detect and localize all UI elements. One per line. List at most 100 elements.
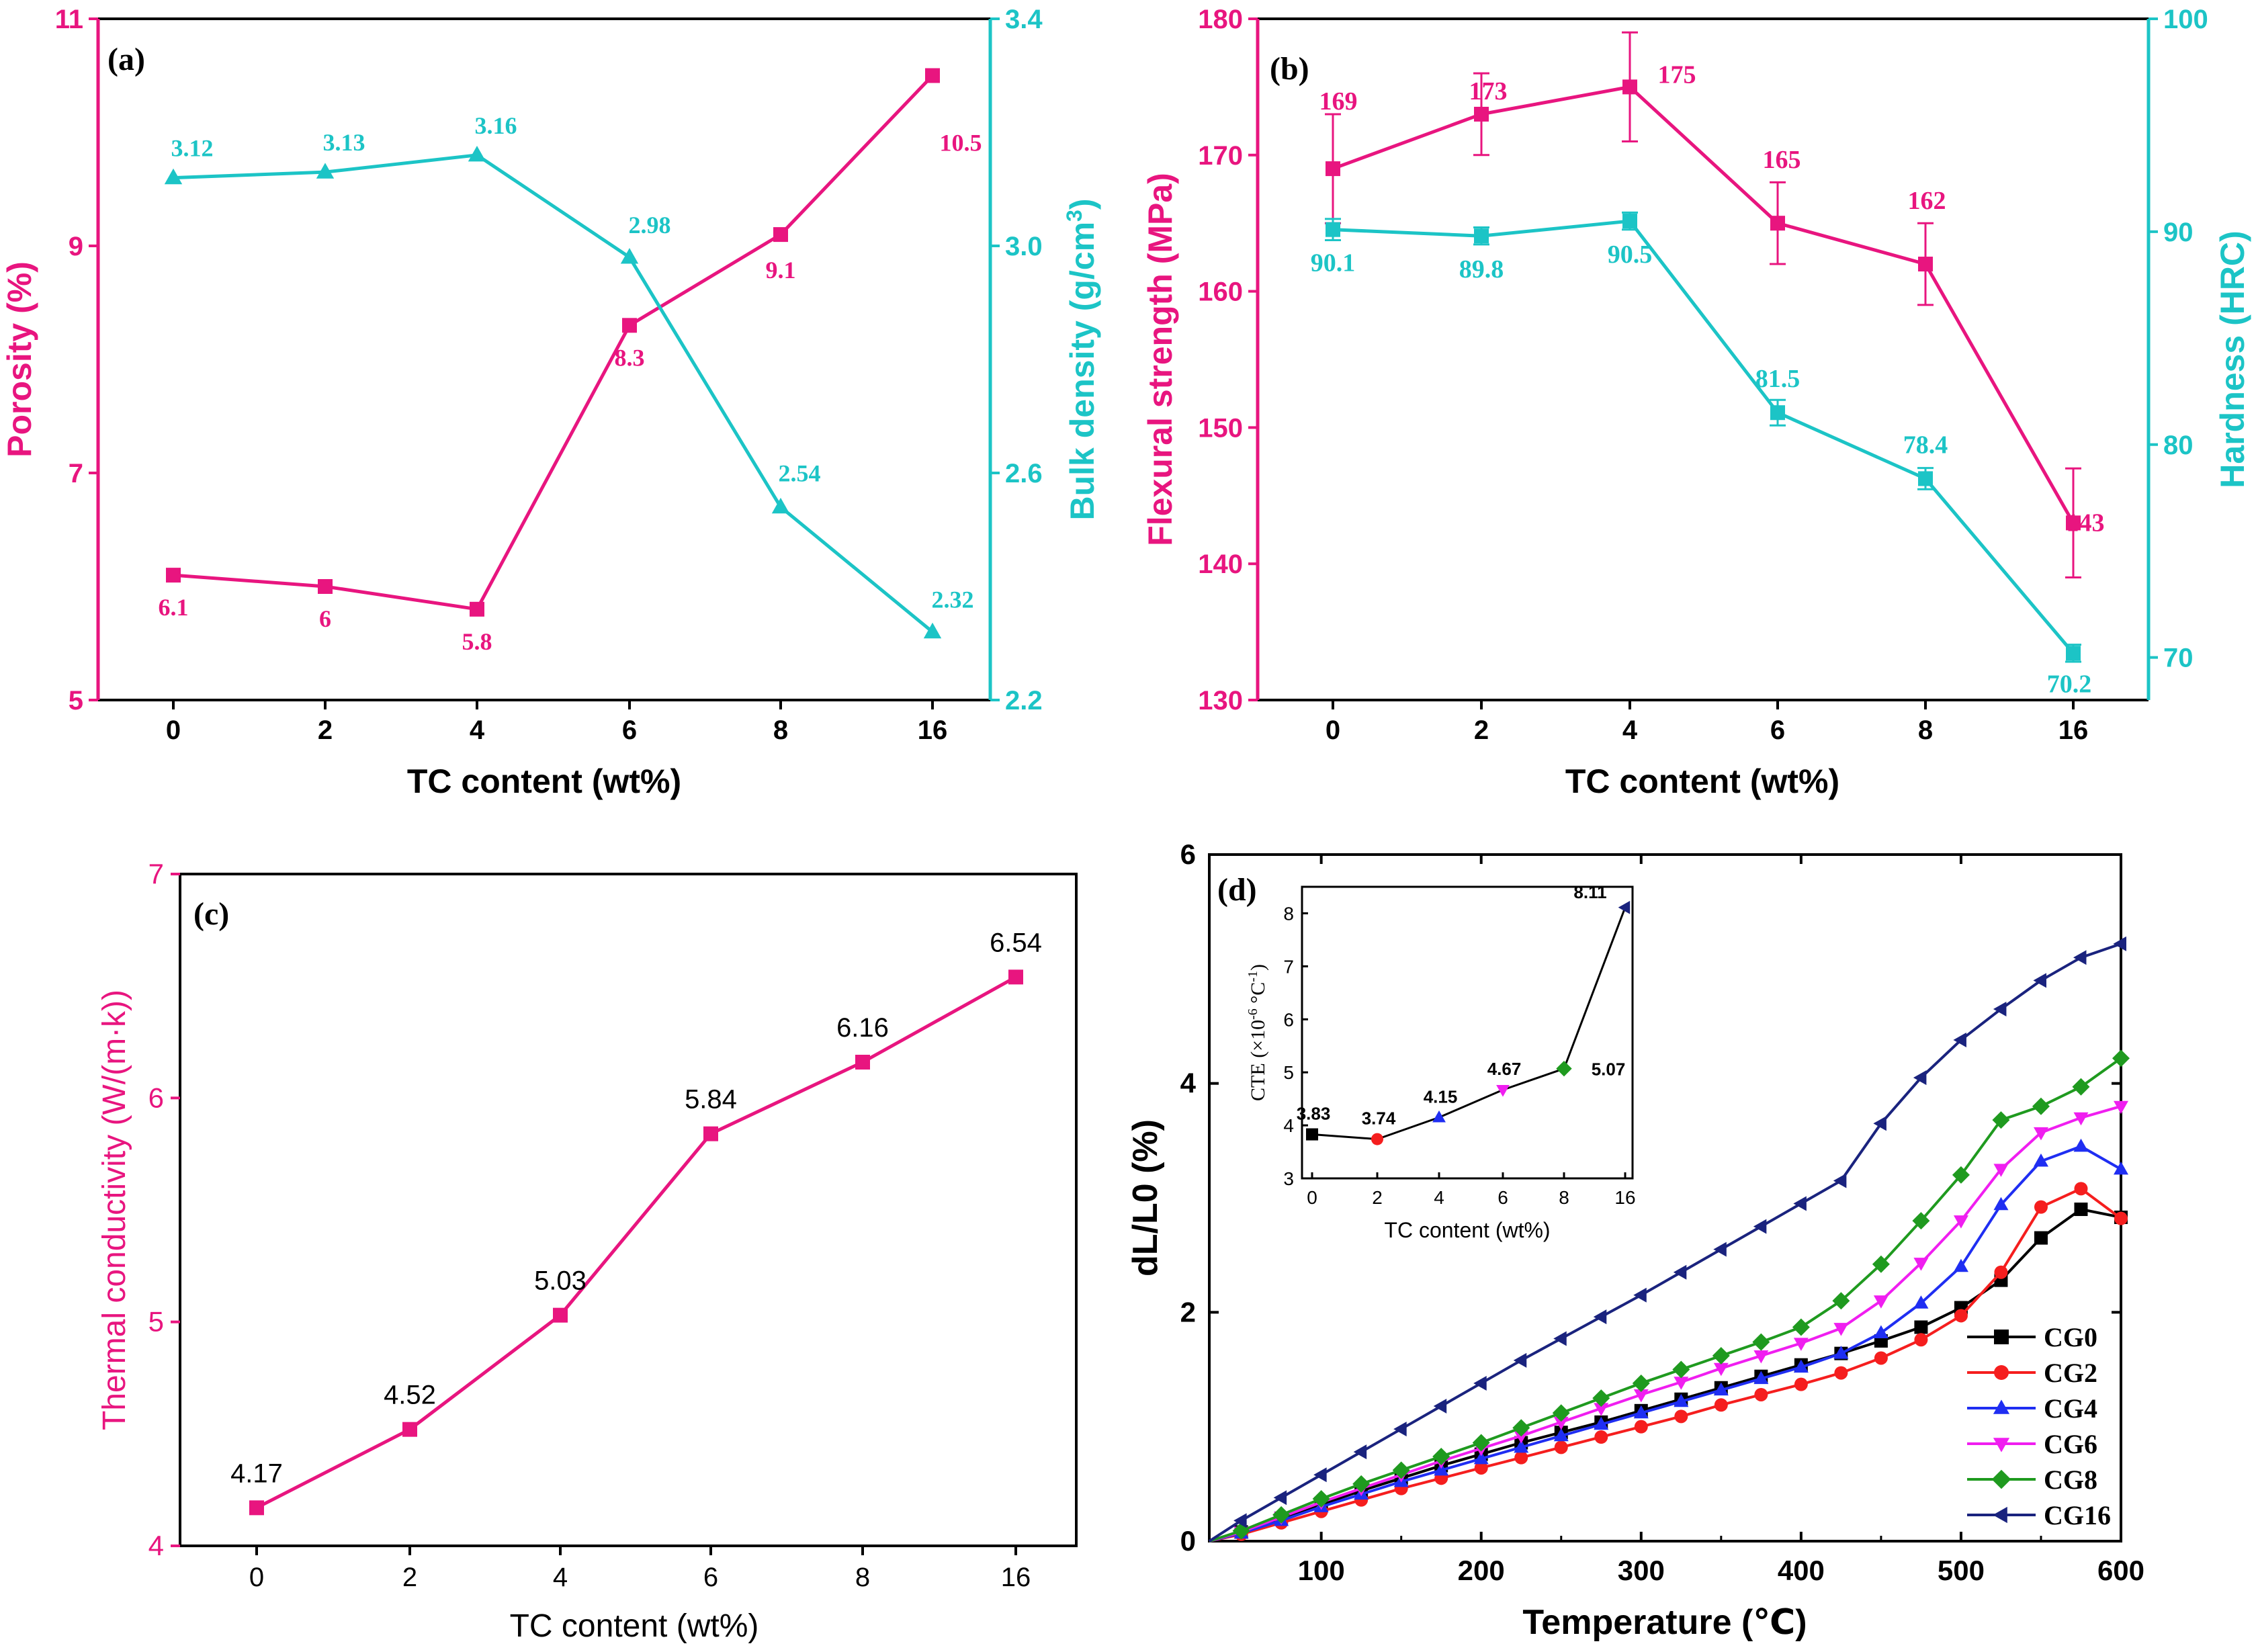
cg8-point — [2072, 1078, 2090, 1096]
inset-cte-point — [1306, 1128, 1318, 1141]
x-tick-label: 600 — [2097, 1555, 2144, 1586]
cg2-point — [1634, 1420, 1648, 1434]
cg2-point — [1594, 1430, 1608, 1444]
legend-marker — [1993, 1438, 2010, 1452]
cg6-point — [2033, 1127, 2048, 1141]
hardness-point — [1918, 471, 1933, 486]
cg8-point — [1912, 1212, 1930, 1230]
flexural-data-label: 169 — [1319, 87, 1358, 116]
cg8-point — [1992, 1111, 2010, 1129]
flexural-strength-point — [1770, 216, 1785, 231]
porosity-point — [318, 579, 333, 594]
cg16-point — [1673, 1264, 1687, 1280]
left-tick-label: 7 — [148, 858, 164, 889]
y-axis-label: dL/L0 (%) — [1126, 1119, 1165, 1276]
left-tick-label: 5 — [69, 686, 83, 715]
x-tick-label: 16 — [2058, 715, 2089, 745]
cg6-point — [1674, 1377, 1689, 1390]
bulk-density-point — [771, 497, 790, 514]
inset-cte-data-label: 8.11 — [1573, 882, 1606, 902]
cg16-point — [1713, 1242, 1727, 1257]
cg16-point — [1993, 1001, 2007, 1016]
inset-cte-data-label: 5.07 — [1592, 1059, 1626, 1080]
cg4-point — [1993, 1197, 2009, 1211]
flexural-data-label: 165 — [1763, 146, 1801, 174]
hardness-data-label: 89.8 — [1459, 255, 1504, 284]
cg6-point — [1633, 1389, 1649, 1403]
y-left-axis-label: Flexural strength (MPa) — [1141, 173, 1179, 546]
panel-b: 130 140 150 160 170 180 70 80 90 100 0 2 4 6 8 16 TC con… — [1141, 5, 2251, 800]
cg16-point — [1273, 1490, 1287, 1506]
x-tick-label: 4 — [1622, 715, 1638, 745]
bulk-density-point — [164, 168, 183, 185]
panel-d: 100 200 300 400 500 600 0 2 4 6 Temperature (℃) dL/… — [1126, 838, 2144, 1642]
thermal-conductivity-data-label: 4.52 — [384, 1381, 436, 1410]
x-axis-label: TC content (wt%) — [510, 1608, 759, 1644]
cg2-point — [1674, 1409, 1688, 1424]
inset-x-tick-label: 8 — [1559, 1187, 1569, 1208]
cg2-point — [2074, 1182, 2088, 1196]
bulk-density-data-label: 2.54 — [779, 460, 821, 487]
cg6-point — [1793, 1338, 1809, 1351]
porosity-point — [166, 568, 181, 583]
x-tick-label: 100 — [1298, 1555, 1345, 1586]
legend-marker — [1991, 1469, 2011, 1489]
left-tick-label: 130 — [1198, 686, 1243, 715]
thermal-conductivity-point — [249, 1500, 264, 1516]
legend-marker — [1993, 1399, 2010, 1414]
panel-label: (b) — [1270, 51, 1309, 87]
inset-cte-data-label: 3.74 — [1362, 1108, 1396, 1129]
legend-marker — [1993, 1506, 2007, 1524]
y-axis-label: Thermal conductivity (W/(m·k)) — [97, 990, 132, 1430]
x-tick-label: 4 — [470, 715, 485, 745]
left-tick-label: 180 — [1198, 5, 1243, 34]
inset-x-tick-label: 6 — [1498, 1187, 1508, 1208]
cg16-point — [1793, 1196, 1807, 1211]
cg8-point — [1672, 1360, 1690, 1379]
cg16-point — [1473, 1375, 1487, 1391]
cg8-point — [1752, 1333, 1770, 1351]
right-tick-label: 3.0 — [1005, 232, 1043, 261]
inset-cte-point — [1432, 1110, 1446, 1123]
thermal-conductivity-line — [255, 975, 1017, 1510]
x-axis-label: Temperature (℃) — [1522, 1603, 1807, 1642]
cg6-point — [1594, 1403, 1609, 1416]
right-tick-label: 90 — [2163, 218, 2194, 247]
thermal-conductivity-point — [703, 1126, 718, 1141]
cg2-point — [1554, 1440, 1568, 1454]
hardness-point — [2066, 646, 2081, 661]
bulk-density-point — [620, 248, 639, 264]
cg2-point — [1714, 1398, 1728, 1412]
cg16-point — [2033, 973, 2046, 988]
left-tick-label: 150 — [1198, 413, 1243, 443]
inset-y-tick-label: 4 — [1283, 1115, 1294, 1136]
cg16-point — [1433, 1399, 1447, 1414]
inset-cte-point — [1556, 1060, 1572, 1077]
panel-label: (c) — [193, 896, 229, 932]
flexural-data-label: 162 — [1908, 187, 1946, 215]
bulk-density-point — [923, 622, 942, 639]
inset-cte-data-label: 4.15 — [1424, 1086, 1458, 1106]
x-tick-label: 16 — [918, 715, 948, 745]
x-tick-label: 16 — [1001, 1563, 1031, 1592]
porosity-data-label: 8.3 — [615, 344, 645, 371]
porosity-data-label: 5.8 — [462, 628, 492, 655]
y-right-axis-label: Hardness (HRC) — [2214, 230, 2251, 488]
legend-label: CG8 — [2044, 1465, 2097, 1495]
y-right-axis-label: Bulk density (g/cm3) — [1062, 199, 1101, 521]
inset-cte-point — [1371, 1133, 1383, 1145]
inset-y-tick-label: 8 — [1283, 903, 1294, 924]
left-tick-label: 170 — [1198, 141, 1243, 171]
legend-marker — [1994, 1365, 2009, 1380]
legend-label: CG2 — [2044, 1358, 2097, 1388]
cg8-point — [2032, 1097, 2050, 1115]
cg6-point — [1953, 1215, 1968, 1229]
x-tick-label: 500 — [1938, 1555, 1985, 1586]
cg6-point — [1553, 1416, 1569, 1430]
cg0-point — [1914, 1320, 1928, 1334]
left-tick-label: 11 — [55, 5, 83, 34]
cg4-point — [1953, 1258, 1968, 1272]
bulk-density-point — [468, 146, 486, 162]
inset-x-tick-label: 2 — [1372, 1187, 1383, 1208]
x-tick-label: 4 — [553, 1563, 568, 1592]
